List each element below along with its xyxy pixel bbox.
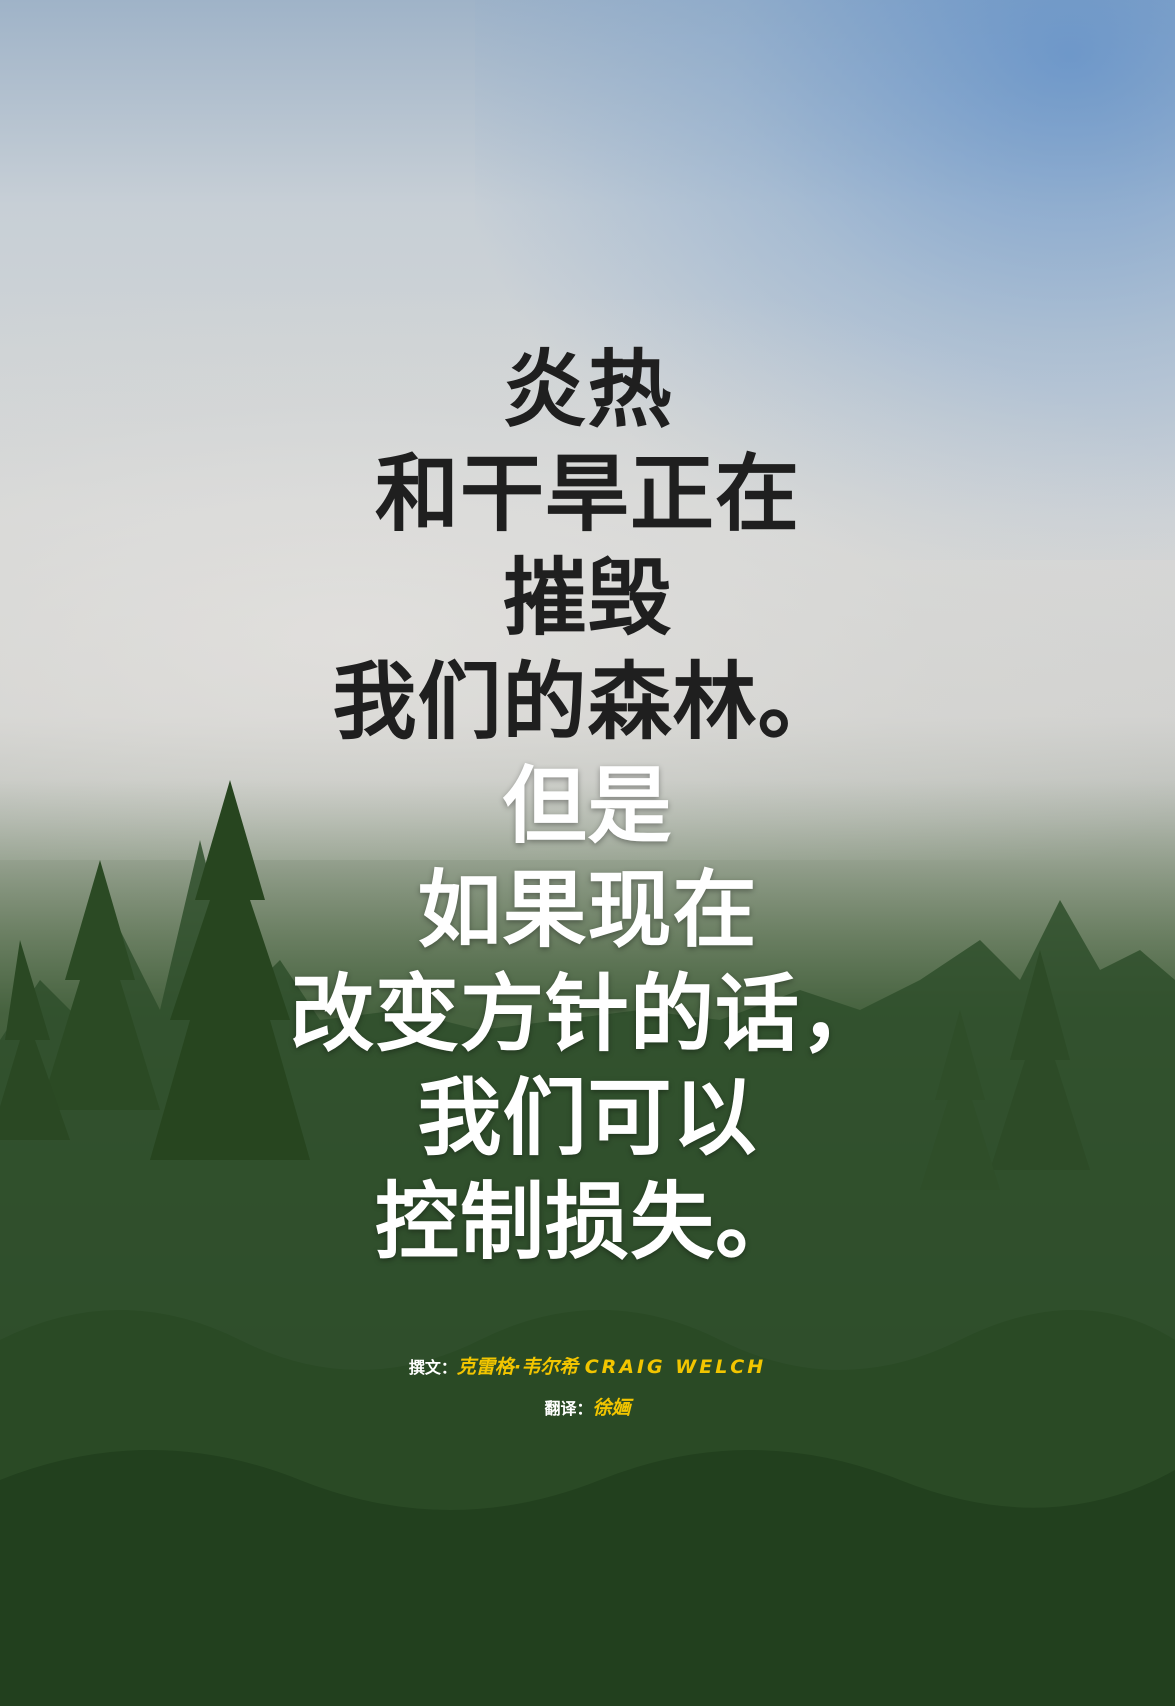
headline-line-2: 和干旱正在 [0, 442, 1175, 546]
headline-line-4: 我们的森林。 [0, 650, 1175, 754]
headline-line-7: 改变方针的话， [0, 962, 1175, 1066]
headline-line-6: 如果现在 [0, 858, 1175, 962]
headline-line-9: 控制损失。 [0, 1170, 1175, 1274]
author-name-en: CRAIG WELCH [585, 1356, 766, 1378]
translator-label: 翻译： [544, 1399, 592, 1418]
headline-line-1: 炎热 [0, 338, 1175, 442]
author-credit: 撰文：克雷格·韦尔希 CRAIG WELCH [0, 1347, 1175, 1388]
headline-line-5: 但是 [0, 754, 1175, 858]
headline-line-8: 我们可以 [0, 1066, 1175, 1170]
author-name: 克雷格·韦尔希 [457, 1356, 578, 1378]
headline-line-3: 摧毁 [0, 546, 1175, 650]
translator-name: 徐婳 [593, 1397, 631, 1419]
byline: 撰文：克雷格·韦尔希 CRAIG WELCH 翻译：徐婳 [0, 1347, 1175, 1429]
author-label: 撰文： [409, 1358, 457, 1377]
translator-credit: 翻译：徐婳 [0, 1388, 1175, 1429]
headline: 炎热 和干旱正在 摧毁 我们的森林。 但是 如果现在 改变方针的话， 我们可以 … [0, 338, 1175, 1274]
